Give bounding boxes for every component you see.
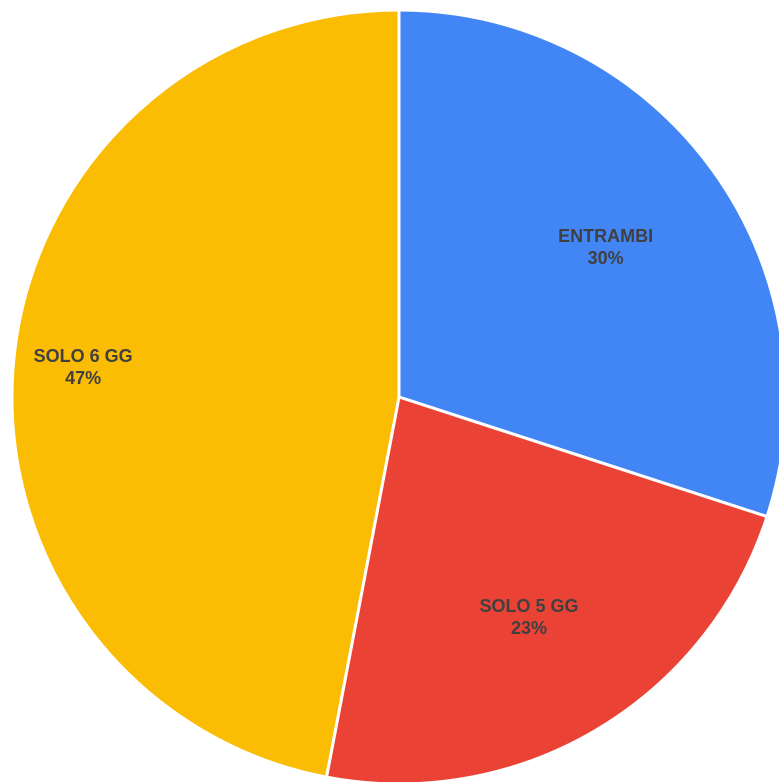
pie-slice-solo-6-gg [10, 8, 401, 779]
slice-category-label-solo-5-gg: SOLO 5 GG [479, 596, 578, 616]
pie-slices [10, 8, 779, 782]
pie-slice-entrambi [397, 8, 779, 519]
slice-category-label-entrambi: ENTRAMBI [558, 226, 653, 246]
slice-value-label-entrambi: 30% [588, 248, 624, 268]
slice-category-label-solo-6-gg: SOLO 6 GG [34, 346, 133, 366]
slice-value-label-solo-5-gg: 23% [511, 618, 547, 638]
slice-value-label-solo-6-gg: 47% [65, 368, 101, 388]
pie-slice-solo-5-gg [324, 395, 769, 782]
